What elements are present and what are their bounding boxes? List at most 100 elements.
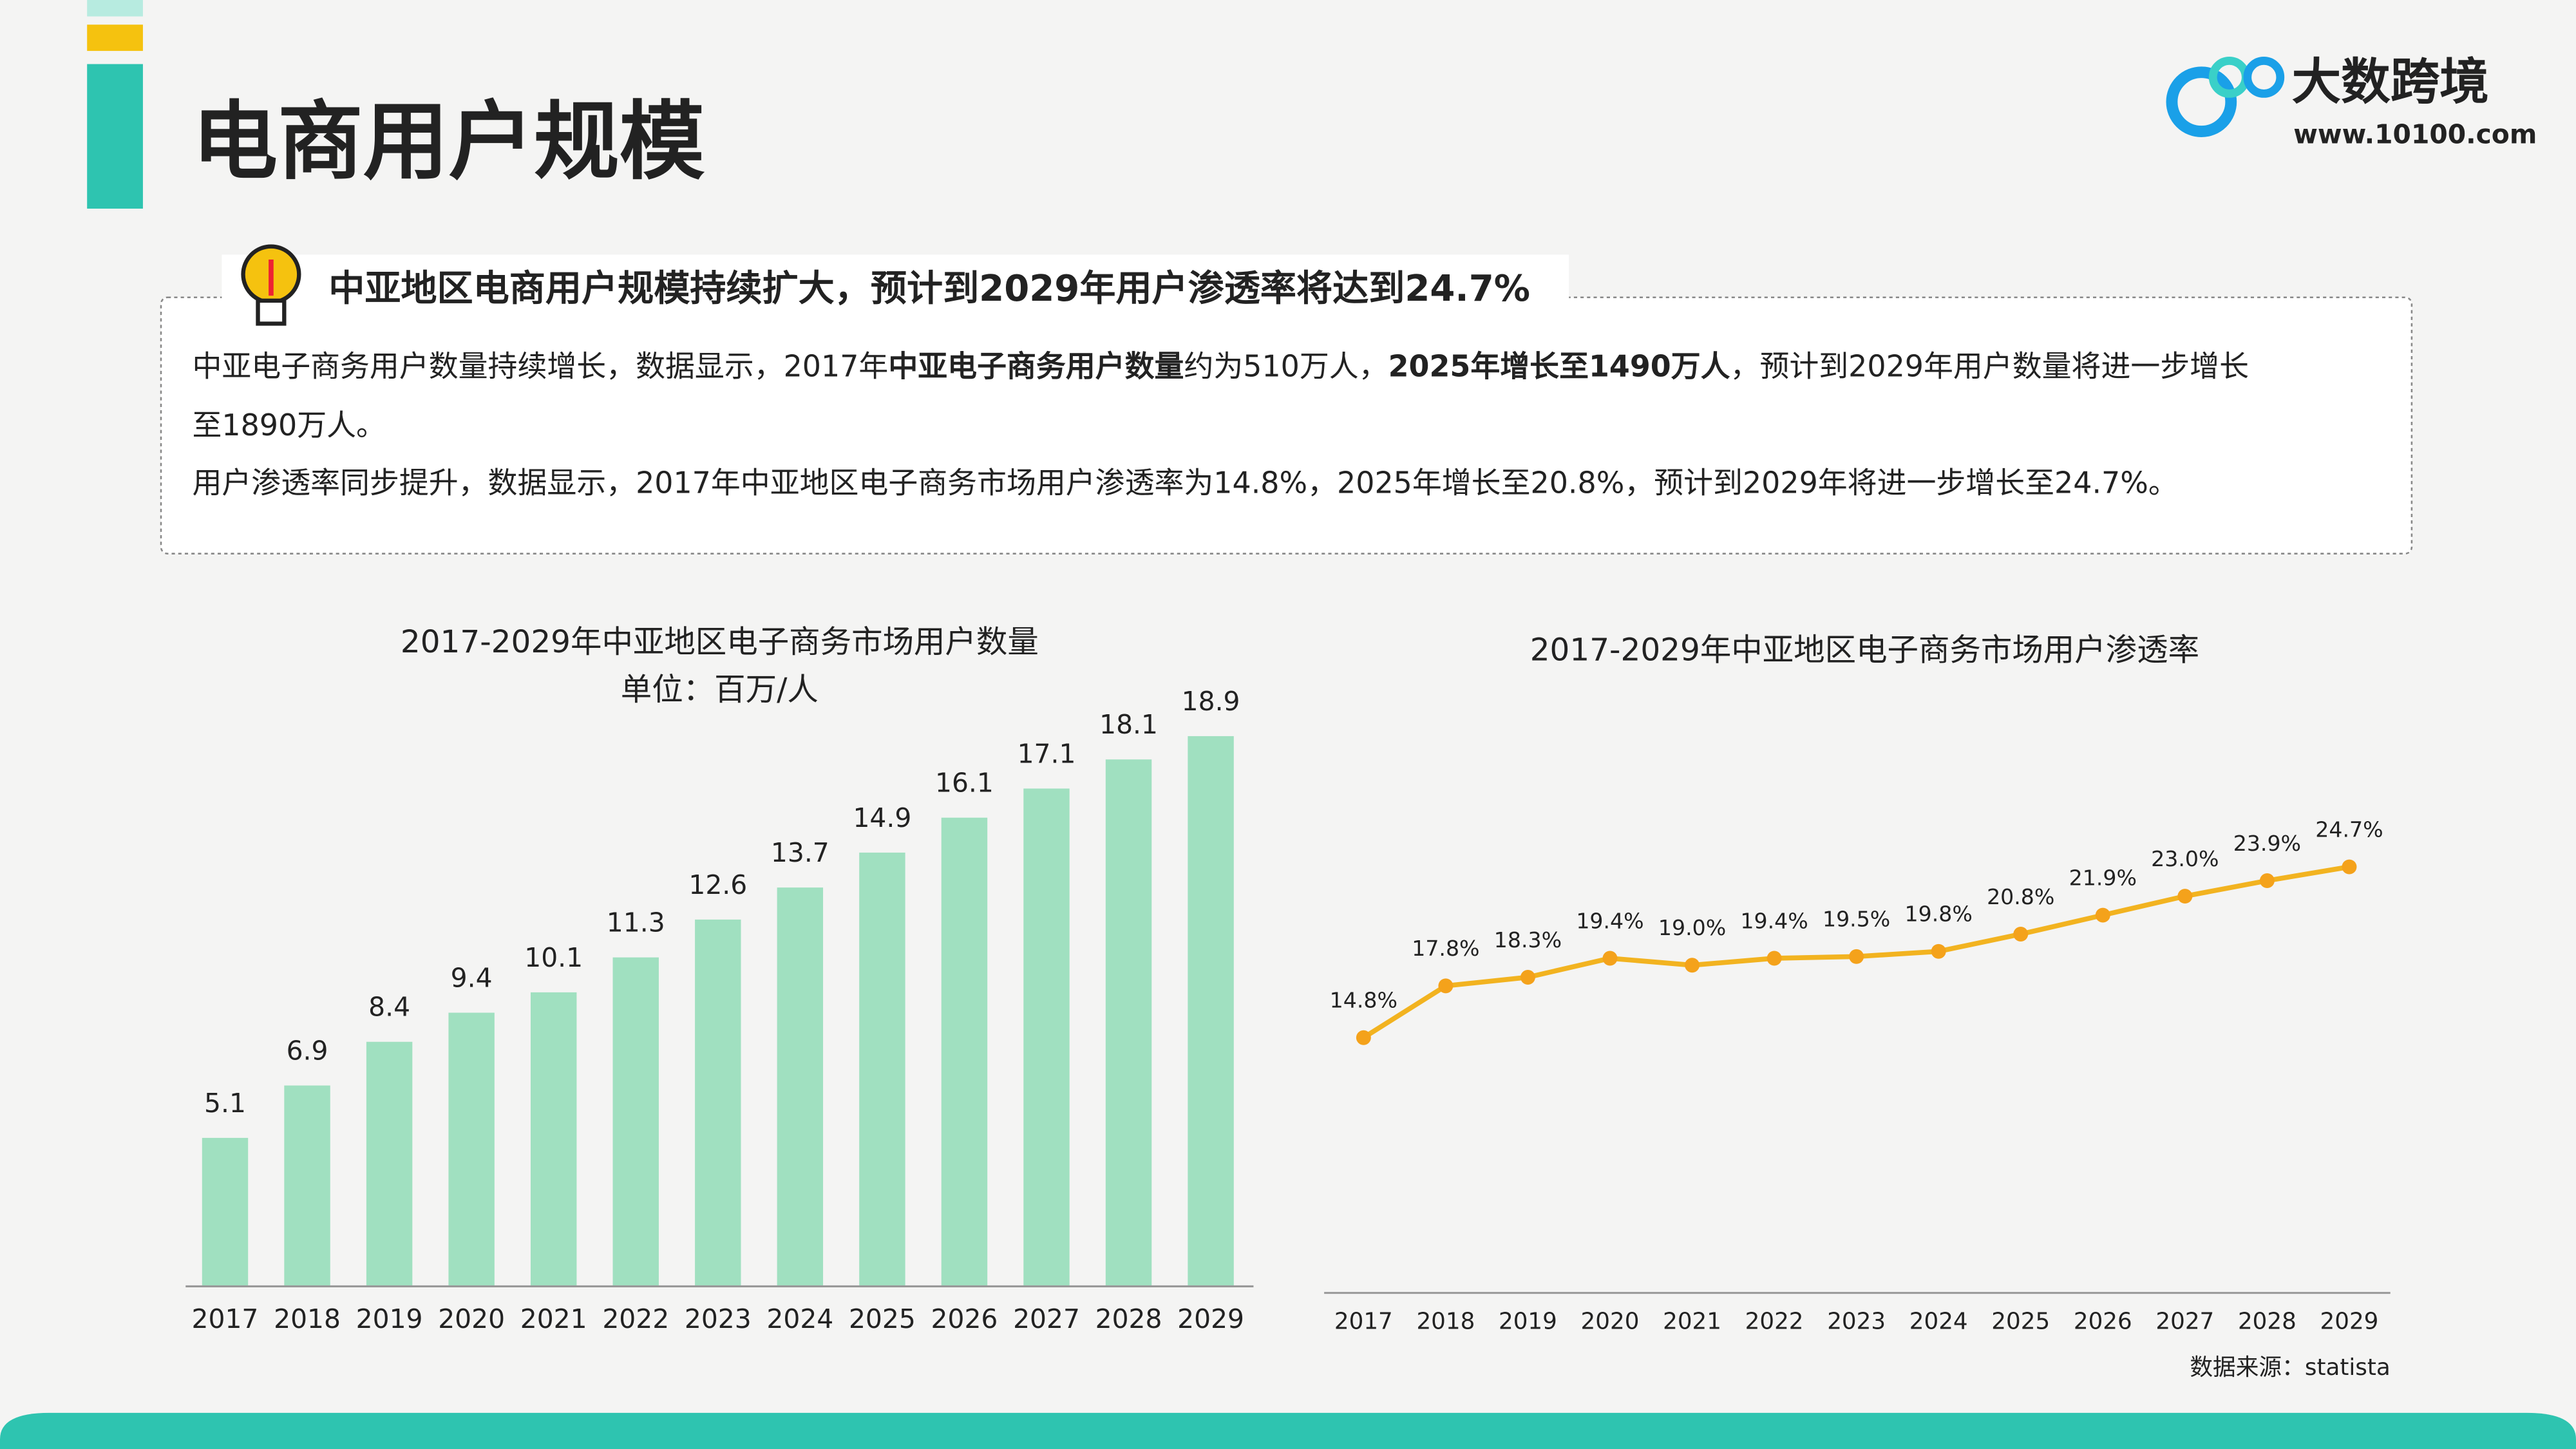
summary-run: 约为510万人， bbox=[1184, 348, 1388, 383]
value-label: 14.8% bbox=[1330, 988, 1397, 1013]
x-tick-label: 2023 bbox=[685, 1303, 752, 1334]
x-tick-label: 2019 bbox=[356, 1303, 423, 1334]
x-tick-label: 2028 bbox=[1095, 1303, 1162, 1334]
bar bbox=[777, 887, 824, 1287]
x-tick-label: 2021 bbox=[1663, 1309, 1721, 1335]
x-tick-label: 2029 bbox=[2320, 1309, 2379, 1335]
value-label: 19.5% bbox=[1823, 907, 1890, 932]
value-label: 6.9 bbox=[287, 1036, 328, 1066]
value-label: 17.1 bbox=[1018, 738, 1076, 769]
bar bbox=[448, 1012, 495, 1287]
x-tick-label: 2020 bbox=[438, 1303, 505, 1334]
headline: 中亚地区电商用户规模持续扩大，预计到2029年用户渗透率将达到24.7% bbox=[328, 268, 1530, 310]
x-tick-label: 2027 bbox=[1013, 1303, 1080, 1334]
x-tick-label: 2017 bbox=[1334, 1309, 1393, 1335]
value-label: 12.6 bbox=[688, 869, 747, 900]
summary-run: 至1890万人。 bbox=[192, 408, 385, 442]
marker bbox=[1849, 949, 1864, 964]
summary-line: 至1890万人。 bbox=[192, 408, 385, 442]
x-tick-label: 2028 bbox=[2238, 1309, 2297, 1335]
x-tick-label: 2022 bbox=[602, 1303, 669, 1334]
value-label: 18.9 bbox=[1182, 686, 1240, 717]
chart-subtitle: 单位：百万/人 bbox=[621, 672, 819, 708]
bar bbox=[1188, 736, 1234, 1287]
value-label: 5.1 bbox=[204, 1088, 246, 1119]
marker bbox=[1438, 978, 1454, 994]
marker bbox=[1356, 1030, 1371, 1045]
value-label: 13.7 bbox=[771, 837, 829, 868]
x-tick-label: 2022 bbox=[1745, 1309, 1804, 1335]
value-label: 19.8% bbox=[1905, 902, 1973, 927]
footer-band bbox=[0, 1412, 2576, 1449]
x-tick-label: 2018 bbox=[1416, 1309, 1475, 1335]
marker bbox=[2259, 873, 2275, 888]
x-tick-label: 2026 bbox=[2074, 1309, 2132, 1335]
accent-bar bbox=[87, 0, 143, 17]
logo-ring bbox=[2166, 66, 2237, 138]
x-tick-label: 2018 bbox=[274, 1303, 341, 1334]
x-tick-label: 2025 bbox=[849, 1303, 916, 1334]
logo-name: 大数跨境 bbox=[2292, 54, 2489, 111]
logo: 大数跨境 www.10100.com bbox=[2166, 54, 2537, 150]
summary-line: 用户渗透率同步提升，数据显示，2017年中亚地区电子商务市场用户渗透率为14.8… bbox=[192, 465, 2177, 500]
bar bbox=[284, 1085, 330, 1287]
x-tick-label: 2024 bbox=[1909, 1309, 1968, 1335]
marker bbox=[1685, 958, 1700, 973]
value-label: 16.1 bbox=[935, 768, 994, 799]
marker bbox=[1520, 969, 1535, 985]
summary-text: 中亚电子商务用户数量持续增长，数据显示，2017年中亚电子商务用户数量约为510… bbox=[192, 348, 2249, 500]
value-label: 10.1 bbox=[524, 942, 583, 973]
summary-run: 用户渗透率同步提升，数据显示，2017年中亚地区电子商务市场用户渗透率为14.8… bbox=[192, 465, 2177, 500]
value-label: 19.4% bbox=[1576, 908, 1643, 933]
summary-line: 中亚电子商务用户数量持续增长，数据显示，2017年中亚电子商务用户数量约为510… bbox=[192, 348, 2249, 383]
bar bbox=[695, 919, 741, 1287]
source-note: 数据来源：statista bbox=[2190, 1354, 2390, 1381]
summary-run: 中亚电子商务用户数量持续增长，数据显示，2017年 bbox=[192, 348, 888, 383]
value-label: 23.9% bbox=[2233, 831, 2301, 856]
value-label: 18.1 bbox=[1099, 709, 1158, 740]
bar bbox=[530, 992, 577, 1287]
headline-background bbox=[222, 254, 1569, 321]
x-tick-label: 2026 bbox=[931, 1303, 998, 1334]
x-tick-label: 2027 bbox=[2155, 1309, 2214, 1335]
value-label: 9.4 bbox=[451, 963, 493, 994]
bar bbox=[941, 817, 988, 1287]
bar bbox=[366, 1041, 413, 1287]
x-tick-label: 2029 bbox=[1177, 1303, 1244, 1334]
bulb-icon bbox=[241, 244, 301, 326]
x-tick-label: 2025 bbox=[1991, 1309, 2050, 1335]
bar bbox=[859, 852, 905, 1287]
value-label: 23.0% bbox=[2151, 846, 2219, 871]
value-label: 17.8% bbox=[1412, 936, 1479, 961]
accent-bar bbox=[87, 24, 143, 52]
chart-title: 2017-2029年中亚地区电子商务市场用户数量 bbox=[401, 624, 1039, 660]
value-label: 21.9% bbox=[2069, 865, 2137, 890]
marker bbox=[1766, 951, 1782, 966]
x-tick-label: 2017 bbox=[192, 1303, 259, 1334]
value-label: 24.7% bbox=[2315, 817, 2383, 842]
summary-box bbox=[160, 296, 2413, 554]
bulb-base bbox=[256, 298, 287, 326]
marker bbox=[2095, 907, 2110, 923]
x-tick-label: 2024 bbox=[766, 1303, 833, 1334]
value-label: 11.3 bbox=[607, 907, 665, 938]
bar bbox=[202, 1137, 249, 1287]
x-tick-label: 2023 bbox=[1827, 1309, 1886, 1335]
logo-url: www.10100.com bbox=[2293, 119, 2537, 150]
page-title: 电商用户规模 bbox=[192, 93, 705, 192]
chart-title: 2017-2029年中亚地区电子商务市场用户渗透率 bbox=[1530, 632, 2199, 668]
marker bbox=[1602, 951, 1618, 966]
value-label: 8.4 bbox=[368, 992, 410, 1023]
value-label: 19.0% bbox=[1658, 915, 1726, 940]
bar bbox=[612, 957, 659, 1287]
accent-bar bbox=[87, 64, 143, 209]
logo-ring bbox=[2243, 57, 2285, 98]
x-tick-label: 2021 bbox=[520, 1303, 587, 1334]
bar bbox=[1023, 788, 1070, 1287]
x-tick-label: 2019 bbox=[1499, 1309, 1557, 1335]
value-label: 19.4% bbox=[1740, 908, 1808, 933]
